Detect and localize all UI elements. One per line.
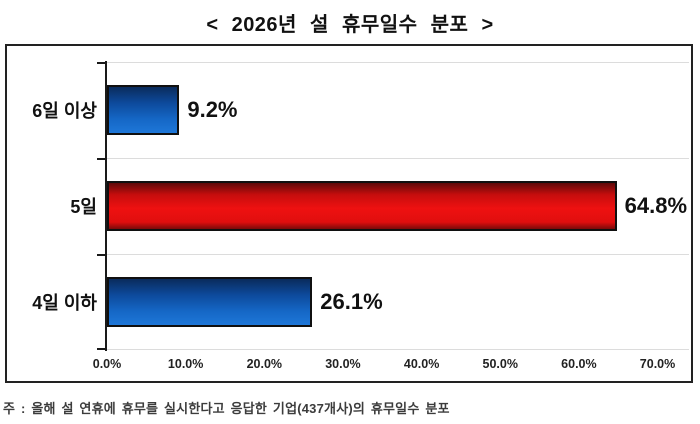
x-axis-tick-label: 20.0%	[246, 357, 283, 371]
value-label: 64.8%	[624, 193, 688, 218]
x-axis-tick-label: 30.0%	[325, 357, 361, 371]
x-axis-tick-label: 40.0%	[403, 357, 440, 371]
bar	[107, 277, 313, 327]
y-axis-tick	[97, 254, 106, 256]
plot-gridline	[107, 62, 689, 63]
x-axis-tick-label: 60.0%	[561, 357, 597, 371]
x-axis-tick-label: 10.0%	[167, 357, 204, 371]
x-axis-tick-label: 50.0%	[482, 357, 518, 371]
plot-area: 9.2% 64.8% 26.1% 0.0% 10.0% 20.0% 30.0% 40.0% 50…	[93, 61, 689, 371]
chart-footnote: 주 : 올해 설 연휴에 휴무를 실시한다고 응답한 기업(437개사)의 휴무…	[3, 401, 450, 416]
value-label: 9.2%	[187, 97, 238, 122]
y-axis-tick	[97, 62, 106, 64]
x-axis-tick-label: 70.0%	[639, 357, 676, 371]
y-axis-tick	[97, 348, 106, 350]
y-axis-tick	[97, 158, 106, 160]
bar	[107, 181, 617, 231]
plot-gridline	[107, 349, 689, 350]
category-label: 6일 이상	[32, 101, 97, 121]
category-label: 5일	[70, 197, 97, 217]
chart-area: 9.2% 64.8% 26.1% 0.0% 10.0% 20.0% 30.0% 40.0% 50…	[5, 44, 693, 383]
chart-title: < 2026년 설 휴무일수 분포 >	[206, 14, 494, 36]
value-label: 26.1%	[320, 289, 383, 314]
bar	[107, 85, 180, 135]
y-axis-line	[105, 61, 107, 351]
plot-gridline	[107, 254, 689, 255]
x-axis-tick-label: 0.0%	[92, 357, 122, 371]
plot-gridline	[107, 158, 689, 159]
category-label: 4일 이하	[32, 293, 97, 313]
